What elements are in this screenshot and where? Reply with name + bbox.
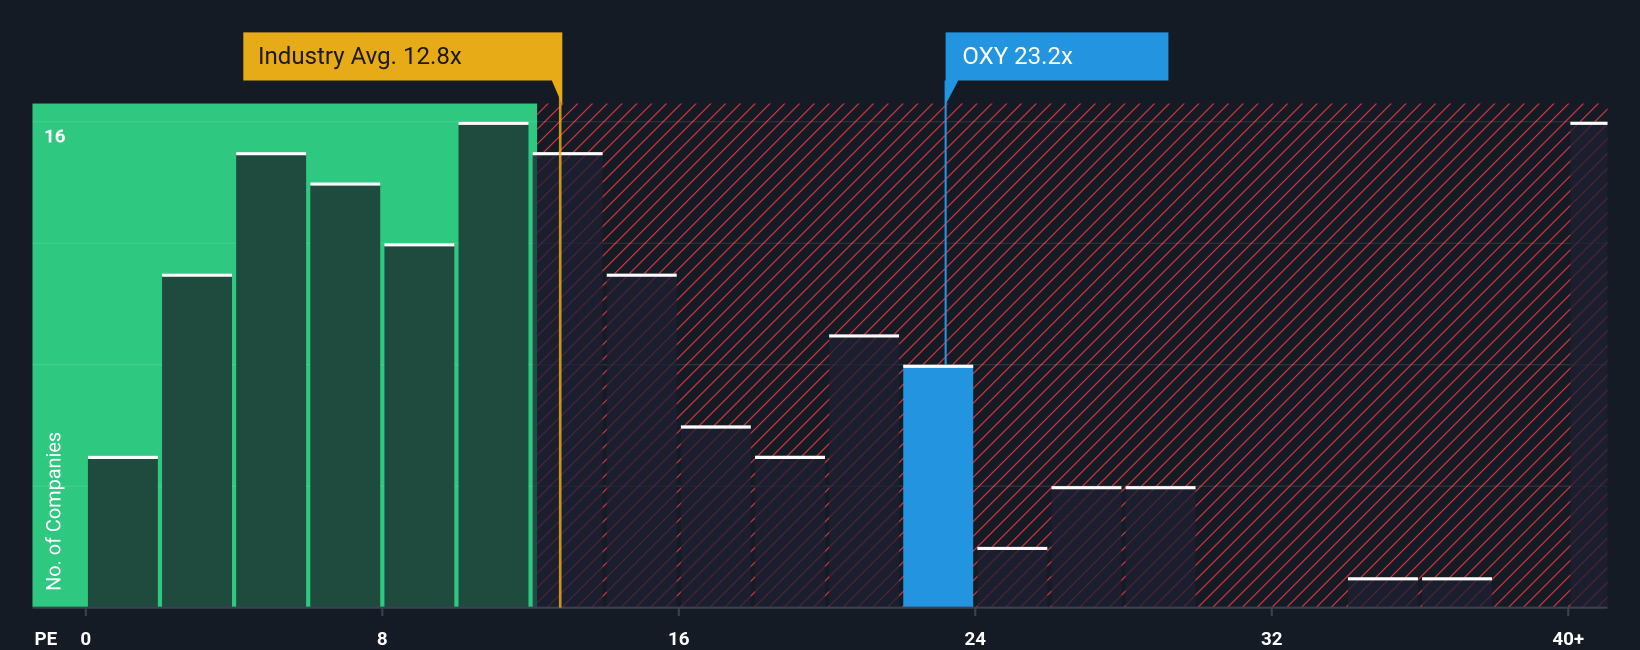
bar [680,425,751,608]
bar [1051,486,1122,608]
highlight-label: OXY 23.2x [962,42,1073,70]
bar [903,364,974,608]
bar [87,455,158,608]
bar [606,273,677,608]
bar [236,152,307,608]
x-tick-label: 32 [1261,628,1283,650]
bar [755,455,825,608]
bar [162,273,232,608]
bar [1422,577,1493,608]
x-tick-label: 40+ [1552,628,1584,650]
highlight-box [945,32,1169,105]
bar [458,121,529,608]
x-tick-label: 16 [668,628,690,650]
industry-average-label: Industry Avg. 12.8x [258,42,462,70]
bar [1125,486,1196,608]
bar [532,152,603,608]
x-tick-label: 24 [964,628,986,650]
bar [977,546,1048,608]
industry-average-box [243,32,563,105]
y-axis-label: No. of Companies [43,432,66,591]
bar [1347,577,1418,608]
y-tick-label: 16 [44,125,66,147]
bar [384,243,455,608]
x-tick-label: 0 [80,628,91,650]
x-tick-label: 8 [377,628,388,650]
bar [310,182,381,608]
x-axis-label: PE [35,628,58,650]
bar [829,334,900,608]
bar [1570,121,1608,608]
